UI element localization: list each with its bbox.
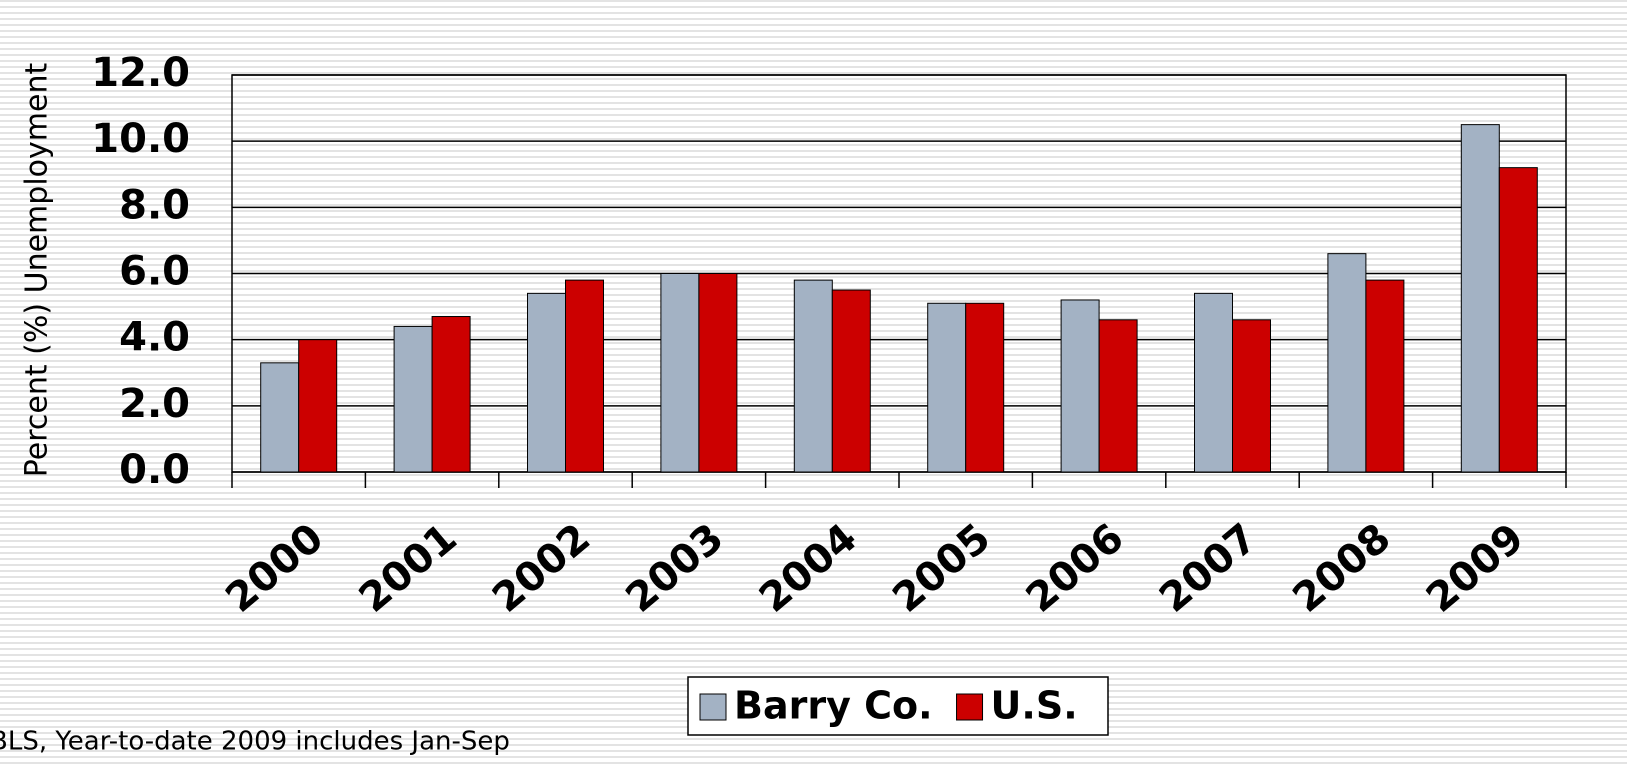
bar (698, 273, 738, 473)
bar (431, 316, 471, 473)
y-tick-label: 10.0 (91, 116, 190, 162)
bar (965, 302, 1005, 473)
bar (1098, 319, 1138, 473)
bar (565, 279, 604, 473)
legend-box (687, 676, 1109, 736)
y-axis-label: Percent (%) Unemployment (20, 63, 55, 478)
y-tick-label: 4.0 (119, 315, 190, 361)
bar (831, 289, 871, 473)
legend-swatch (699, 693, 727, 721)
bar (1194, 292, 1233, 473)
bar (393, 325, 433, 473)
bar (1327, 253, 1367, 473)
bar (527, 292, 566, 473)
y-tick-label: 8.0 (119, 182, 190, 228)
legend-label: Barry Co. (734, 684, 933, 728)
legend-label: U.S. (991, 684, 1078, 728)
y-tick-label: 12.0 (91, 50, 190, 96)
bar (1232, 319, 1271, 473)
y-tick-label: 6.0 (119, 249, 190, 295)
bar (793, 279, 833, 473)
legend-swatch (956, 693, 984, 721)
bar (1060, 299, 1100, 473)
note: BLS, Year-to-date 2009 includes Jan-Sep (0, 727, 510, 757)
bar (1365, 279, 1405, 473)
y-tick-label: 2.0 (119, 381, 190, 427)
bar (660, 273, 700, 473)
bar (298, 339, 338, 473)
bar (260, 362, 300, 473)
bar (1460, 124, 1500, 473)
bar (927, 302, 967, 473)
y-tick-label: 0.0 (119, 447, 190, 493)
bar (1498, 167, 1538, 473)
